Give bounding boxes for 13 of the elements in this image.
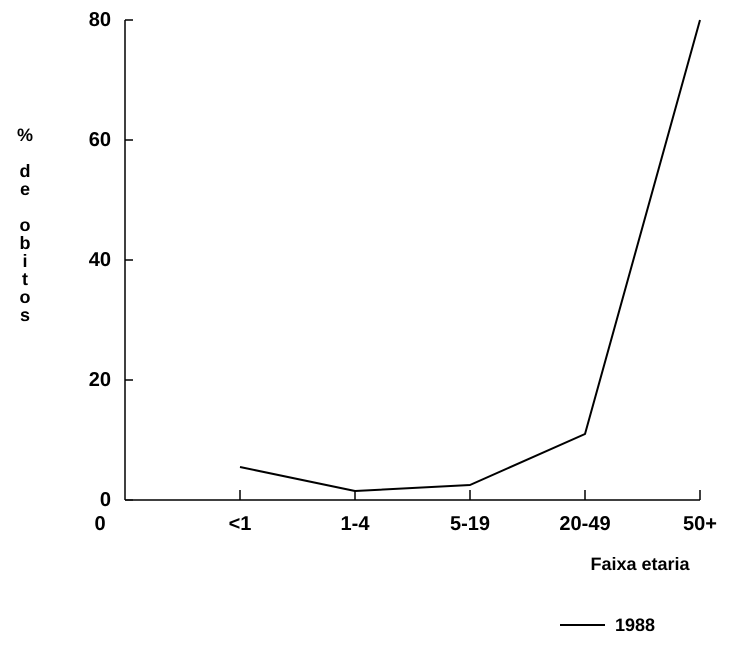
y-tick-label: 20 bbox=[88, 369, 111, 391]
y-tick-label: 60 bbox=[88, 129, 111, 151]
y-tick-label: 80 bbox=[88, 9, 111, 31]
y-axis-title: % de obitos bbox=[15, 125, 35, 323]
y-tick-label: 40 bbox=[88, 249, 111, 271]
legend-label: 1988 bbox=[615, 615, 656, 635]
x-tick-label: 50+ bbox=[683, 513, 717, 535]
x-tick-label: 1-4 bbox=[340, 513, 370, 535]
x-axis-title: Faixa etaria bbox=[590, 554, 691, 574]
y-tick-label: 0 bbox=[100, 489, 111, 511]
x-tick-label: 20-49 bbox=[559, 513, 611, 535]
x-tick-label: <1 bbox=[228, 513, 252, 535]
x-tick-label: 5-19 bbox=[450, 513, 490, 535]
